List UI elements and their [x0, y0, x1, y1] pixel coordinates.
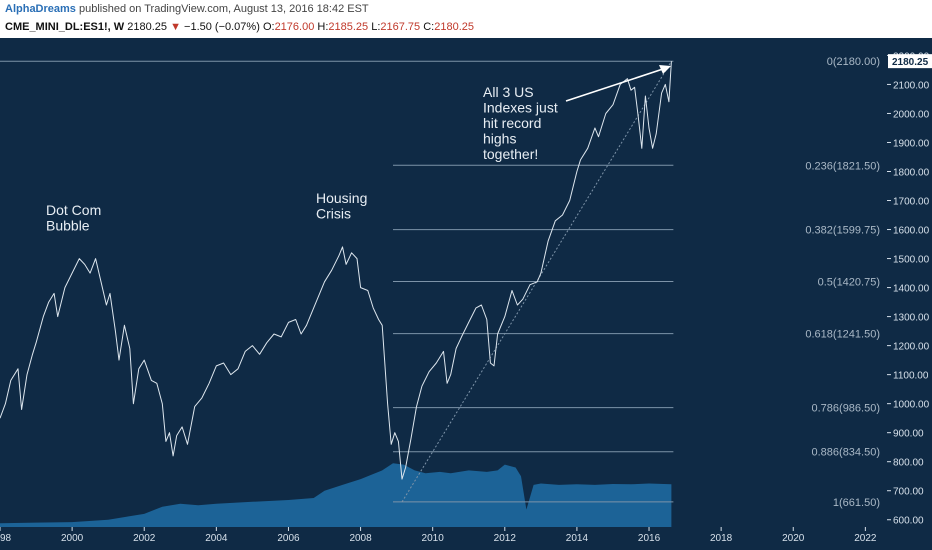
- price-line: [0, 61, 672, 480]
- x-tick-label: 2014: [566, 533, 589, 544]
- fib-level-label: 0.886(834.50): [812, 447, 881, 459]
- x-tick-label: 2012: [494, 533, 517, 544]
- fib-level-label: 0.5(1420.75): [818, 277, 880, 289]
- published-text: published on TradingView.com, August 13,…: [78, 3, 369, 15]
- y-tick-label: 2100.00: [893, 80, 930, 91]
- chart-header: AlphaDreams published on TradingView.com…: [0, 0, 932, 38]
- time-axis[interactable]: [0, 527, 932, 550]
- y-tick-label: 1200.00: [893, 342, 930, 353]
- y-tick-label: 1300.00: [893, 313, 930, 324]
- fib-level-label: 0.786(986.50): [812, 403, 881, 415]
- y-tick-label: 1700.00: [893, 197, 930, 208]
- high-value: 2185.25: [328, 21, 369, 33]
- x-tick-label: 1998: [0, 533, 12, 544]
- close-label: C:: [423, 21, 435, 33]
- y-tick-label: 2000.00: [893, 109, 930, 120]
- x-axis-ticks: 1998 2000 2002 2004 2006 2008 2010 2012 2014 2016…: [0, 527, 877, 544]
- last-price: 2180.25: [127, 21, 168, 33]
- fib-level-label: 0.618(1241.50): [805, 329, 880, 341]
- open-value: 2176.00: [274, 21, 315, 33]
- x-tick-label: 2002: [133, 533, 156, 544]
- x-tick-label: 2016: [638, 533, 661, 544]
- annotation-housing: Housing Crisis: [316, 190, 367, 222]
- symbol-name[interactable]: CME_MINI_DL:ES1!, W: [5, 21, 125, 33]
- x-tick-label: 2008: [349, 533, 372, 544]
- y-tick-label: 1000.00: [893, 400, 930, 411]
- x-tick-label: 2004: [205, 533, 228, 544]
- x-tick-label: 2020: [782, 533, 805, 544]
- y-tick-label: 800.00: [893, 458, 924, 469]
- x-tick-label: 2010: [422, 533, 445, 544]
- record-arrow: [565, 68, 664, 102]
- x-tick-label: 2006: [277, 533, 300, 544]
- fib-level-label: 1(661.50): [833, 497, 880, 509]
- annotation-record: All 3 US Indexes just hit record highs toget…: [483, 84, 558, 162]
- volume-layer: [0, 463, 672, 527]
- annotation-layer: Dot Com Bubble Housing Crisis All 3 US Indexe…: [46, 65, 671, 234]
- y-tick-label: 1900.00: [893, 138, 930, 149]
- y-tick-label: 1100.00: [893, 371, 929, 382]
- price-change: −1.50 (−0.07%): [184, 21, 260, 33]
- y-tick-label: 1800.00: [893, 167, 930, 178]
- fib-level-label: 0.236(1821.50): [805, 160, 880, 172]
- down-arrow-icon: ▼: [170, 21, 181, 33]
- fib-level-label: 0.382(1599.75): [805, 225, 880, 237]
- low-value: 2167.75: [380, 21, 421, 33]
- author-link[interactable]: AlphaDreams: [5, 3, 76, 15]
- y-tick-label: 700.00: [893, 487, 924, 498]
- y-tick-label: 1400.00: [893, 284, 930, 295]
- publisher-line: AlphaDreams published on TradingView.com…: [5, 3, 369, 15]
- annotation-dotcom: Dot Com Bubble: [46, 202, 101, 234]
- y-tick-label: 600.00: [893, 516, 924, 527]
- y-tick-label: 1600.00: [893, 226, 930, 237]
- price-layer: [0, 61, 672, 480]
- volume-area: [0, 463, 672, 527]
- fibonacci-retracement[interactable]: 0(2180.00) 0.236(1821.50) 0.382(1599.75) 0.…: [0, 56, 880, 509]
- x-tick-label: 2018: [710, 533, 733, 544]
- high-label: H:: [317, 21, 329, 33]
- last-price-badge: [888, 54, 932, 69]
- low-label: L:: [371, 21, 381, 33]
- y-axis-ticks: 600.00 700.00 800.00 900.00 1000.00 1100.00 12…: [887, 51, 932, 527]
- price-axis[interactable]: [887, 38, 932, 527]
- last-price-label: 2180.25: [892, 57, 929, 68]
- plot-area[interactable]: [0, 38, 887, 527]
- y-tick-label: 1500.00: [893, 255, 930, 266]
- x-tick-label: 2000: [61, 533, 84, 544]
- price-chart[interactable]: 0(2180.00) 0.236(1821.50) 0.382(1599.75) 0.…: [0, 38, 932, 550]
- y-tick-label: 900.00: [893, 429, 924, 440]
- close-value: 2180.25: [434, 21, 474, 33]
- fib-level-label: 0(2180.00): [827, 56, 880, 68]
- x-tick-label: 2022: [854, 533, 877, 544]
- arrow-head-icon: [659, 65, 671, 74]
- open-label: O:: [262, 21, 275, 33]
- symbol-line: CME_MINI_DL:ES1!, W 2180.25 ▼ −1.50 (−0.…: [5, 21, 474, 33]
